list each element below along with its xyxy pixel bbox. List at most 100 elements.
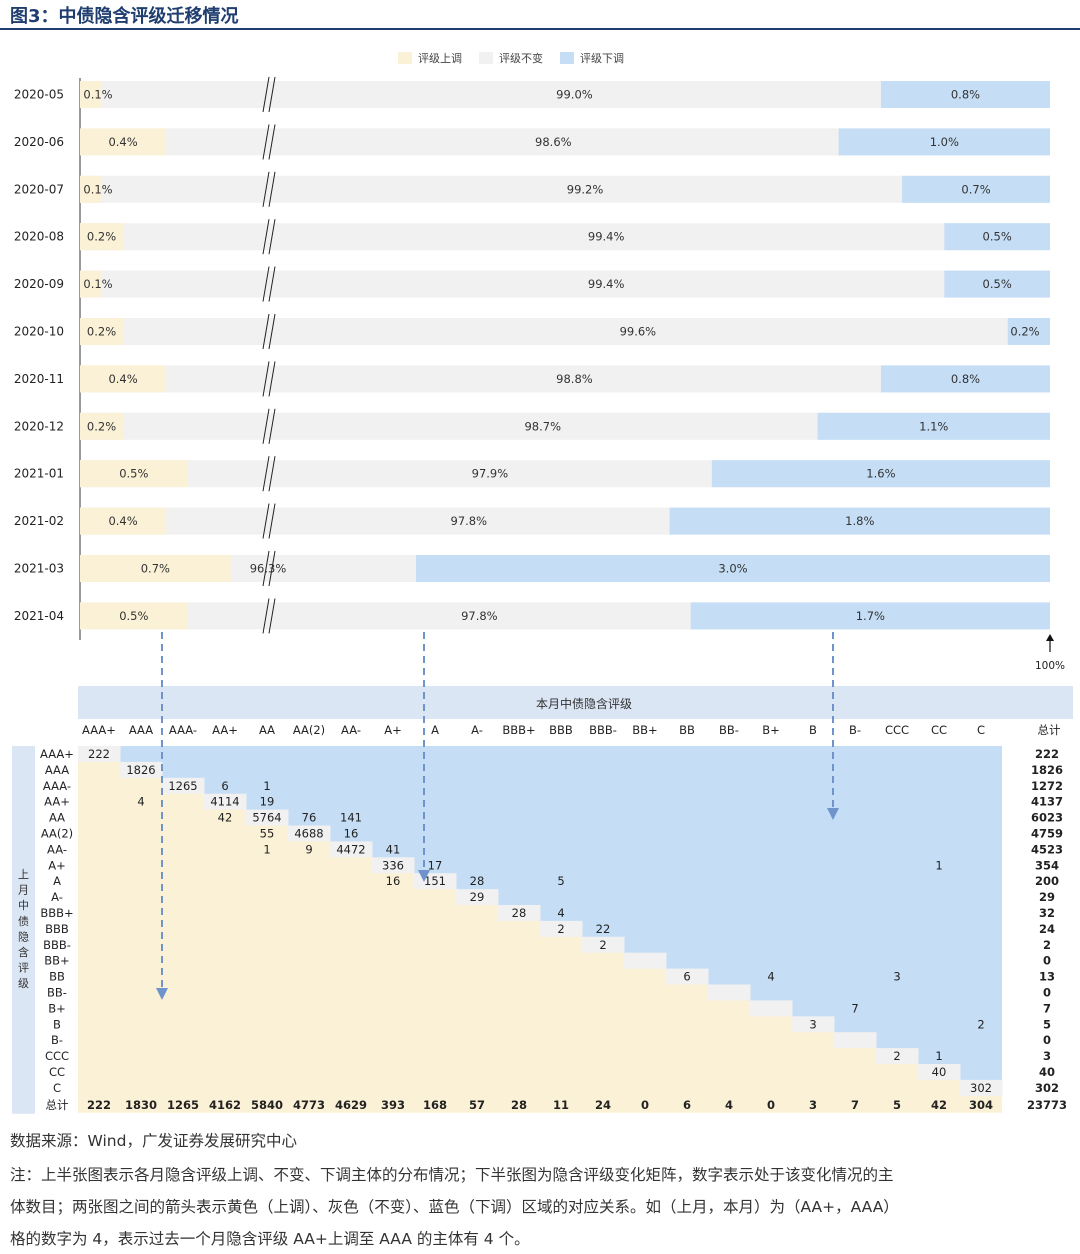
category-label: 2021-02 bbox=[14, 514, 64, 528]
label-same: 99.4% bbox=[588, 230, 625, 244]
matrix-cell bbox=[330, 1000, 373, 1017]
cell-value: 55 bbox=[260, 826, 275, 840]
row-total: 4523 bbox=[1031, 842, 1063, 856]
column-label: B bbox=[809, 723, 817, 737]
matrix-cell bbox=[708, 1032, 751, 1049]
matrix-cell bbox=[204, 809, 247, 826]
label-down: 1.1% bbox=[919, 419, 948, 433]
matrix-cell bbox=[330, 857, 373, 874]
matrix-cell bbox=[78, 952, 121, 970]
row-total: 40 bbox=[1039, 1065, 1055, 1079]
matrix-cell bbox=[204, 1064, 247, 1081]
matrix-cell bbox=[414, 984, 457, 1001]
matrix-cell bbox=[162, 857, 205, 874]
column-label: CCC bbox=[885, 723, 909, 737]
row-total: 222 bbox=[1035, 747, 1059, 761]
row-label: BBB bbox=[45, 922, 69, 936]
matrix-cell bbox=[456, 1016, 499, 1033]
matrix-cell bbox=[162, 825, 205, 842]
matrix-cell bbox=[162, 1032, 205, 1049]
row-total: 1826 bbox=[1031, 763, 1063, 777]
row-total: 2 bbox=[1043, 938, 1051, 952]
matrix-cell bbox=[666, 968, 709, 985]
bar-up bbox=[80, 318, 124, 345]
label-down: 0.8% bbox=[951, 88, 980, 102]
matrix-cell bbox=[876, 1048, 919, 1065]
matrix-cell bbox=[162, 1016, 205, 1033]
row-label: CCC bbox=[45, 1049, 69, 1063]
matrix-cell bbox=[120, 936, 163, 954]
matrix-cell bbox=[582, 1048, 625, 1065]
bar-down bbox=[817, 412, 1050, 440]
bar-down bbox=[1007, 318, 1050, 345]
cell-value: 9 bbox=[305, 842, 312, 856]
matrix-cell bbox=[666, 1064, 709, 1081]
matrix-cell bbox=[78, 793, 121, 811]
matrix-cell bbox=[330, 905, 373, 922]
break-mark bbox=[268, 598, 276, 634]
matrix-cell bbox=[372, 857, 415, 874]
break-mark bbox=[268, 124, 276, 160]
matrix-cell bbox=[330, 1032, 373, 1049]
matrix-cell bbox=[624, 968, 667, 985]
matrix-cell bbox=[666, 1032, 709, 1049]
bar-down bbox=[880, 365, 1050, 393]
category-label: 2020-07 bbox=[14, 182, 64, 196]
row-label: AA+ bbox=[44, 795, 70, 809]
row-total: 6023 bbox=[1031, 811, 1063, 825]
column-label: A bbox=[431, 723, 439, 737]
cell-value: 29 bbox=[470, 890, 485, 904]
row-label: A bbox=[53, 874, 61, 888]
break-mark bbox=[268, 313, 276, 350]
bar-up bbox=[80, 460, 188, 488]
column-label: BBB+ bbox=[502, 723, 535, 737]
row-label: AA bbox=[49, 811, 65, 825]
category-label: 2020-11 bbox=[14, 372, 64, 386]
matrix-cell bbox=[666, 1016, 709, 1033]
column-total: 6 bbox=[683, 1098, 691, 1112]
matrix-cell bbox=[162, 793, 205, 811]
matrix-cell bbox=[582, 1079, 625, 1097]
matrix-cell bbox=[414, 952, 457, 970]
cell-value: 2 bbox=[557, 922, 564, 936]
column-total: 4162 bbox=[209, 1098, 241, 1112]
break-mark bbox=[262, 219, 270, 255]
matrix-cell bbox=[582, 1016, 625, 1033]
cell-value: 40 bbox=[932, 1065, 947, 1079]
row-total: 0 bbox=[1043, 1033, 1051, 1047]
matrix-cell bbox=[120, 1048, 163, 1065]
category-label: 2020-05 bbox=[14, 88, 64, 102]
matrix-cell bbox=[204, 936, 247, 954]
row-label: AAA+ bbox=[40, 747, 74, 761]
note-line-3: 格的数字为 4，表示过去一个月隐含评级 AA+上调至 AAA 的主体有 4 个。 bbox=[10, 1230, 530, 1248]
matrix-cell bbox=[78, 920, 121, 938]
cell-value: 5764 bbox=[252, 811, 281, 825]
matrix-cell bbox=[834, 1064, 877, 1081]
matrix-cell bbox=[876, 1064, 919, 1081]
break-mark bbox=[262, 76, 270, 113]
matrix-cell bbox=[372, 873, 415, 890]
label-up: 0.5% bbox=[119, 609, 148, 623]
row-label: A+ bbox=[48, 858, 66, 872]
bar-same bbox=[80, 270, 1050, 298]
legend-swatch-1 bbox=[479, 52, 493, 64]
matrix-cell bbox=[78, 857, 121, 874]
matrix-cell bbox=[288, 952, 331, 970]
matrix-cell bbox=[624, 984, 667, 1001]
matrix-cell bbox=[750, 1016, 793, 1033]
matrix-cell bbox=[414, 936, 457, 954]
matrix-cell bbox=[288, 905, 331, 922]
label-same: 99.2% bbox=[567, 182, 604, 196]
matrix-cell bbox=[456, 1064, 499, 1081]
matrix-cell bbox=[498, 968, 541, 985]
matrix-cell bbox=[246, 1000, 289, 1017]
cell-value: 16 bbox=[344, 826, 359, 840]
column-total: 393 bbox=[381, 1098, 405, 1112]
column-label: BB bbox=[679, 723, 695, 737]
column-total: 0 bbox=[641, 1098, 649, 1112]
matrix-cell bbox=[792, 1032, 835, 1049]
column-total: 57 bbox=[469, 1098, 485, 1112]
matrix-cell bbox=[498, 1016, 541, 1033]
row-axis-char: 评 bbox=[18, 962, 29, 975]
